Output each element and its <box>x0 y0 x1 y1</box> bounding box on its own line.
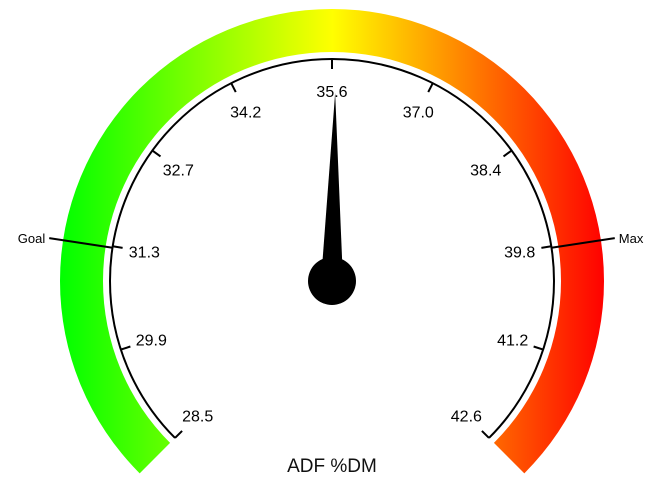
tick-label: 31.3 <box>129 244 160 261</box>
scale-tick <box>174 430 183 439</box>
scale-tick <box>541 245 552 249</box>
scale-tick <box>502 149 513 158</box>
needle-layer <box>308 93 356 305</box>
tick-label: 32.7 <box>163 162 194 179</box>
scale-tick <box>112 245 123 249</box>
needle <box>321 93 343 282</box>
scale-layer: 28.5 29.9 31.3 32.7 34.2 35.6 37.0 38.4 39.8 41.2… <box>109 58 555 439</box>
tick-label: 39.8 <box>504 244 535 261</box>
tick-label: 37.0 <box>403 105 434 122</box>
scale-tick <box>481 430 490 439</box>
marker-line-goal <box>49 237 113 249</box>
tick-label: 34.2 <box>230 105 261 122</box>
needle-hub <box>308 257 356 305</box>
marker-label-max: Max <box>619 231 644 246</box>
color-band-layer <box>60 9 604 474</box>
scale-tick <box>120 345 131 351</box>
scale-tick <box>427 82 434 93</box>
tick-label: 38.4 <box>470 162 501 179</box>
tick-label: 41.2 <box>497 333 528 350</box>
scale-tick <box>230 82 237 93</box>
tick-label: 42.6 <box>451 408 482 425</box>
scale-tick <box>533 345 544 351</box>
scale-tick <box>151 149 162 158</box>
tick-label: 28.5 <box>182 408 213 425</box>
color-band <box>60 9 604 474</box>
marker-layer: Goal Max <box>18 231 644 249</box>
tick-label: 29.9 <box>136 333 167 350</box>
marker-label-goal: Goal <box>18 231 46 246</box>
gauge-title: ADF %DM <box>287 456 377 477</box>
tick-label: 35.6 <box>316 84 347 101</box>
marker-line-max <box>551 237 615 249</box>
